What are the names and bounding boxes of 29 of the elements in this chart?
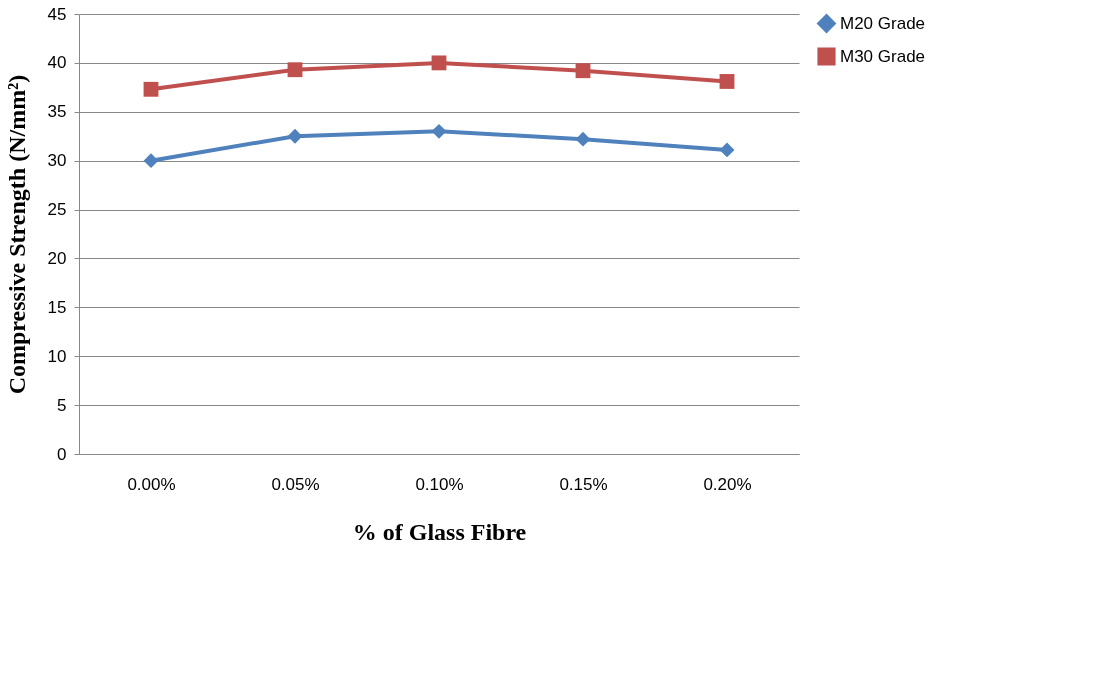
point — [287, 62, 303, 78]
y-tick-label: 45 — [47, 4, 67, 24]
legend-label: M30 Grade — [840, 46, 926, 66]
legend-label: M20 Grade — [840, 13, 926, 33]
x-tick-label: 0.15% — [559, 474, 608, 494]
x-tick-label: 0.00% — [127, 474, 176, 494]
y-tick-label: 0 — [57, 444, 67, 464]
x-tick-label: 0.20% — [703, 474, 752, 494]
y-tick-label: 15 — [47, 297, 67, 317]
y-tick-label: 40 — [47, 53, 67, 73]
y-tick-label: 10 — [47, 346, 67, 366]
x-axis-title: % of Glass Fibre — [352, 518, 527, 545]
point — [431, 55, 447, 71]
point — [143, 81, 159, 97]
point — [575, 131, 591, 147]
point — [719, 74, 735, 89]
point — [719, 142, 735, 158]
x-tick-label: 0.10% — [415, 474, 464, 494]
y-tick-label: 5 — [57, 395, 67, 415]
x-tick-label: 0.05% — [271, 474, 320, 494]
y-tick-label: 20 — [47, 248, 67, 268]
y-tick-label: 30 — [47, 151, 67, 171]
point — [287, 128, 303, 144]
y-axis-title: Compressive Strength (N/mm²) — [3, 74, 30, 395]
y-tick-label: 25 — [47, 200, 67, 220]
point — [143, 153, 159, 169]
point — [575, 63, 591, 79]
point — [431, 123, 447, 139]
y-tick-label: 35 — [47, 102, 67, 122]
